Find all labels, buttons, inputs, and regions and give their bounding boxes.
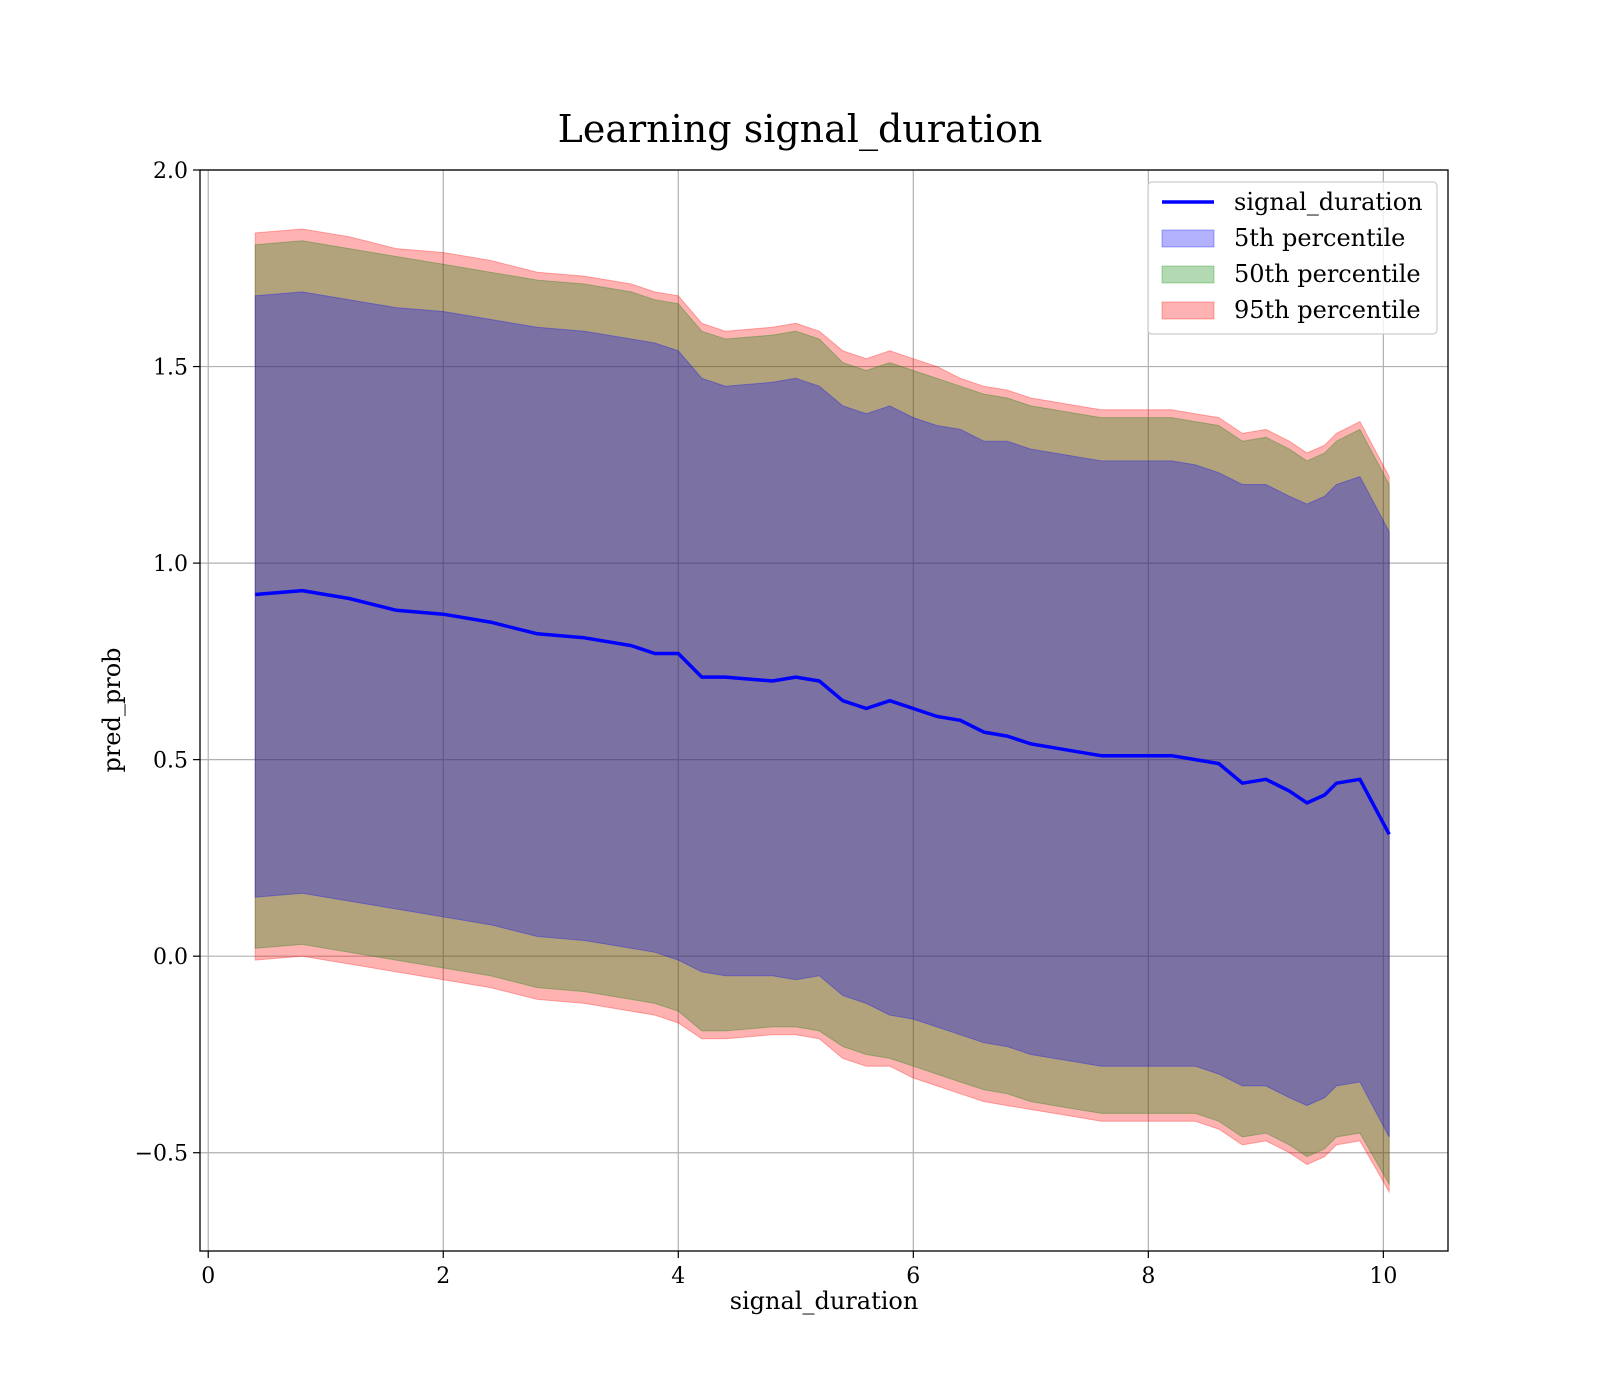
legend-label-95th-percentile: 95th percentile <box>1234 296 1421 324</box>
x-axis-label: signal_duration <box>730 1287 919 1315</box>
x-tick-label: 4 <box>671 1264 685 1289</box>
y-tick-label: 0.5 <box>153 749 188 774</box>
x-tick-label: 8 <box>1141 1264 1155 1289</box>
percentile-bands <box>254 228 1390 1194</box>
y-tick-label: 2.0 <box>153 159 188 184</box>
band-5th-percentile <box>254 291 1390 1138</box>
band-50th-percentile <box>254 240 1390 1187</box>
x-tick-label: 2 <box>436 1264 450 1289</box>
y-tick-label: 1.5 <box>153 356 188 381</box>
x-tick-label: 6 <box>906 1264 920 1289</box>
line-signal-duration <box>255 588 1391 836</box>
band-95th-percentile <box>254 228 1390 1194</box>
legend-label-signal-duration: signal_duration <box>1234 188 1423 216</box>
chart-title: Learning signal_duration <box>558 107 1043 152</box>
legend-label-5th-percentile: 5th percentile <box>1234 224 1405 252</box>
plot-frame <box>199 169 1449 1252</box>
legend-frame <box>1147 181 1438 335</box>
y-tick-label: 1.0 <box>153 552 188 577</box>
y-tick-label: 0.0 <box>153 945 188 970</box>
y-axis-label: pred_prob <box>98 647 126 772</box>
axis-ticks: 0 2 4 6 8 10 −0.5 0.0 0.5 1.0 1.5 2.0 <box>135 159 1398 1289</box>
legend-swatch-50th-percentile <box>1161 265 1215 284</box>
series-lines <box>255 588 1391 836</box>
x-tick-label: 0 <box>201 1264 215 1289</box>
y-tick-label: −0.5 <box>135 1142 188 1167</box>
legend-swatch-5th-percentile <box>1161 229 1215 248</box>
legend-label-50th-percentile: 50th percentile <box>1234 260 1421 288</box>
legend: signal_duration 5th percentile 50th percen… <box>1147 181 1438 335</box>
legend-swatch-95th-percentile <box>1161 301 1215 320</box>
x-tick-label: 10 <box>1369 1264 1397 1289</box>
